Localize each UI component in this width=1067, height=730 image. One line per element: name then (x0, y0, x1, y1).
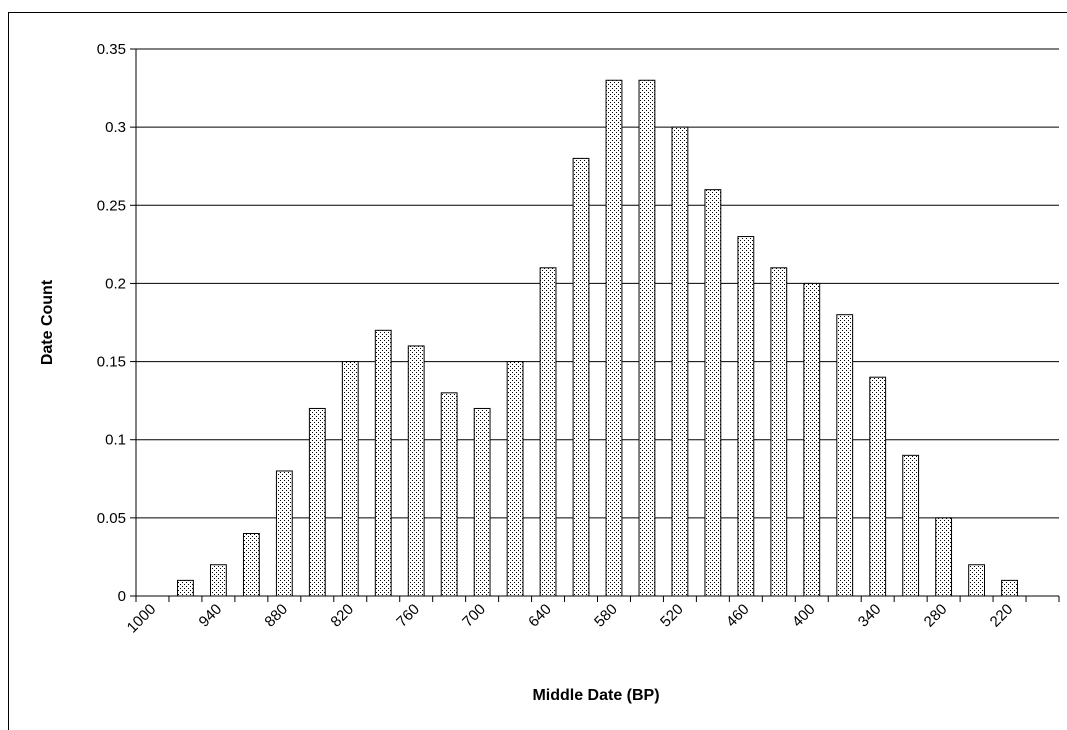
bar (473, 407, 491, 597)
bar (605, 79, 623, 597)
y-tick-label: 0.3 (105, 119, 126, 136)
bar (1001, 579, 1018, 597)
y-tick-label: 0.05 (97, 510, 126, 527)
bar (374, 329, 392, 597)
x-tick-label: 1000 (124, 601, 160, 637)
bar (407, 345, 425, 597)
bar (506, 361, 524, 597)
x-tick-label: 220 (987, 601, 1017, 631)
bars (177, 79, 1018, 597)
bar (737, 236, 755, 597)
bar (308, 407, 326, 597)
bar (671, 126, 689, 597)
bar (572, 157, 590, 597)
x-tick-label: 340 (855, 601, 885, 631)
bar (275, 470, 293, 597)
y-tick-label: 0 (118, 588, 126, 605)
x-tick-label: 940 (196, 601, 226, 631)
bar (869, 376, 887, 597)
bar (770, 267, 788, 597)
bar (935, 517, 953, 597)
bar (209, 564, 227, 597)
bar (177, 579, 194, 597)
y-tick-label: 0.1 (105, 432, 126, 449)
bar (242, 532, 260, 597)
bar (704, 189, 722, 597)
x-axis-title: Middle Date (BP) (532, 687, 659, 704)
x-tick-label: 820 (327, 601, 357, 631)
x-tick-label: 700 (459, 601, 489, 631)
bar (902, 454, 920, 597)
gridlines (130, 48, 1059, 597)
axes (135, 49, 1060, 602)
bar (836, 314, 854, 597)
x-tick-label: 880 (261, 601, 291, 631)
x-tick-label: 400 (789, 601, 819, 631)
y-tick-label: 0.35 (97, 41, 126, 58)
bar (803, 282, 821, 597)
y-tick-labels: 0 0.05 0.1 0.15 0.2 0.25 0.3 0.35 (97, 41, 126, 605)
y-axis-title: Date Count (39, 279, 56, 365)
x-tick-labels: 1000 940 880 820 760 700 640 580 520 460 400 340 280… (124, 601, 1017, 637)
x-tick-label: 640 (525, 601, 555, 631)
bar (968, 564, 986, 597)
bar (341, 361, 359, 597)
x-tick-label: 580 (591, 601, 621, 631)
y-tick-label: 0.25 (97, 197, 126, 214)
x-tick-label: 280 (921, 601, 951, 631)
x-tick-label: 520 (657, 601, 687, 631)
y-tick-label: 0.15 (97, 354, 126, 371)
bar (638, 79, 656, 597)
bar (440, 392, 458, 597)
x-tick-label: 760 (393, 601, 423, 631)
x-tick-label: 460 (723, 601, 753, 631)
y-tick-label: 0.2 (105, 275, 126, 292)
bar (539, 267, 557, 597)
chart-frame (8, 12, 1067, 730)
